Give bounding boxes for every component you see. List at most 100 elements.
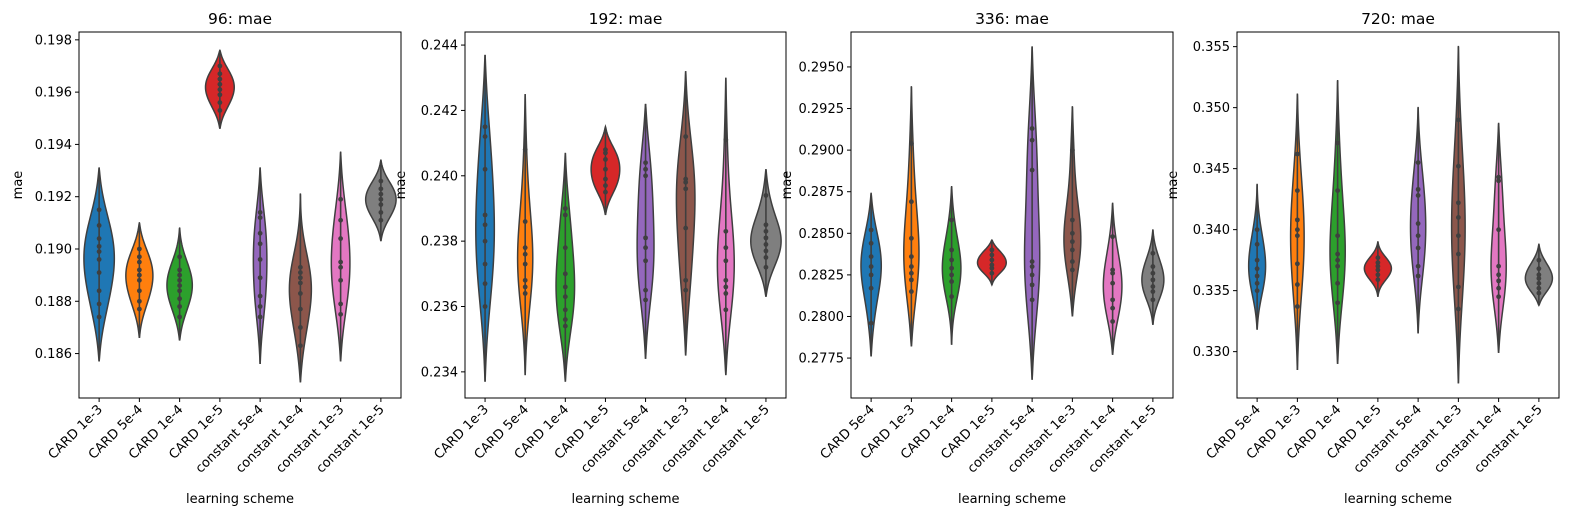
y-axis-label: mae	[1166, 171, 1181, 200]
y-tick-label: 0.188	[35, 295, 72, 310]
data-point	[1415, 186, 1421, 192]
data-point	[482, 222, 488, 228]
data-point	[177, 267, 183, 273]
data-point	[136, 277, 142, 283]
data-point	[562, 206, 568, 211]
data-point	[868, 320, 874, 326]
data-point	[1536, 276, 1542, 281]
data-point	[603, 189, 608, 195]
data-point	[482, 304, 488, 309]
data-point	[949, 257, 955, 263]
data-point	[763, 222, 769, 228]
data-point	[1150, 250, 1156, 256]
data-point	[908, 264, 914, 269]
chart-title: 720: mae	[1361, 10, 1435, 28]
data-point	[562, 271, 568, 277]
data-point	[1536, 280, 1542, 286]
data-point	[723, 245, 729, 251]
data-point	[297, 264, 303, 270]
data-point	[257, 230, 263, 236]
data-point	[1335, 280, 1341, 286]
data-point	[338, 311, 344, 317]
y-tick-label: 0.2925	[799, 102, 845, 117]
data-point	[297, 306, 303, 312]
y-tick-label: 0.330	[1193, 345, 1230, 360]
data-point	[603, 166, 608, 172]
data-point	[217, 71, 223, 77]
data-point	[177, 272, 183, 278]
data-point	[949, 247, 955, 253]
chart-panel-2: 0.2775 0.2800 0.2825 0.2850 0.2875 0.2900 0.29…	[780, 10, 1174, 507]
data-point	[482, 166, 488, 172]
data-point	[1375, 277, 1381, 283]
data-point	[763, 192, 769, 198]
x-axis-label: learning scheme	[186, 492, 294, 507]
data-point	[1294, 282, 1300, 287]
data-point	[257, 314, 263, 320]
data-point	[1150, 297, 1156, 303]
data-point	[96, 207, 102, 213]
data-point	[908, 289, 914, 294]
data-point	[1294, 261, 1300, 267]
data-point	[683, 134, 689, 139]
data-point	[1335, 140, 1341, 146]
data-point	[763, 248, 769, 254]
data-point	[217, 81, 223, 87]
data-point	[1029, 264, 1035, 269]
data-point	[1150, 270, 1156, 276]
data-point	[643, 160, 648, 166]
data-point	[217, 63, 223, 69]
data-point	[96, 270, 102, 275]
chart-title: 192: mae	[589, 10, 663, 28]
data-point	[96, 288, 102, 294]
y-tick-label: 0.190	[35, 242, 72, 257]
data-point	[1069, 267, 1075, 273]
data-point	[297, 275, 303, 281]
data-point	[378, 191, 384, 197]
data-point	[868, 254, 874, 259]
data-point	[522, 284, 528, 290]
data-point	[1455, 117, 1461, 123]
data-point	[522, 147, 528, 153]
data-point	[1069, 217, 1075, 223]
data-point	[338, 217, 344, 223]
data-point	[1536, 285, 1542, 291]
data-point	[908, 277, 914, 283]
data-point	[643, 235, 648, 241]
data-point	[683, 225, 689, 231]
data-point	[136, 259, 142, 265]
data-point	[1455, 251, 1461, 257]
y-tick-label: 0.2950	[799, 60, 845, 75]
data-point	[136, 288, 142, 294]
data-point	[908, 141, 914, 146]
data-point	[1415, 245, 1421, 251]
data-point	[177, 283, 183, 288]
data-point	[136, 267, 142, 273]
y-tick-label: 0.350	[1193, 101, 1230, 116]
data-point	[1294, 151, 1300, 157]
data-point	[297, 280, 303, 286]
data-point	[1110, 234, 1116, 240]
data-point	[177, 314, 183, 320]
data-point	[1455, 200, 1461, 206]
chart-title: 96: mae	[208, 10, 272, 28]
data-point	[562, 245, 568, 251]
y-tick-label: 0.2900	[799, 144, 845, 159]
y-tick-label: 0.242	[421, 104, 458, 119]
data-point	[1496, 272, 1502, 278]
data-point	[1335, 257, 1341, 263]
data-point	[1069, 239, 1075, 245]
y-tick-label: 0.198	[35, 33, 72, 48]
data-point	[603, 147, 608, 153]
data-point	[908, 270, 914, 276]
data-point	[1110, 319, 1116, 324]
data-point	[1496, 263, 1502, 269]
data-point	[257, 304, 263, 309]
data-point	[989, 257, 995, 263]
data-point	[949, 279, 955, 284]
data-point	[683, 186, 689, 192]
data-point	[1496, 278, 1502, 284]
chart-title: 336: mae	[975, 10, 1049, 28]
data-point	[1110, 270, 1116, 276]
